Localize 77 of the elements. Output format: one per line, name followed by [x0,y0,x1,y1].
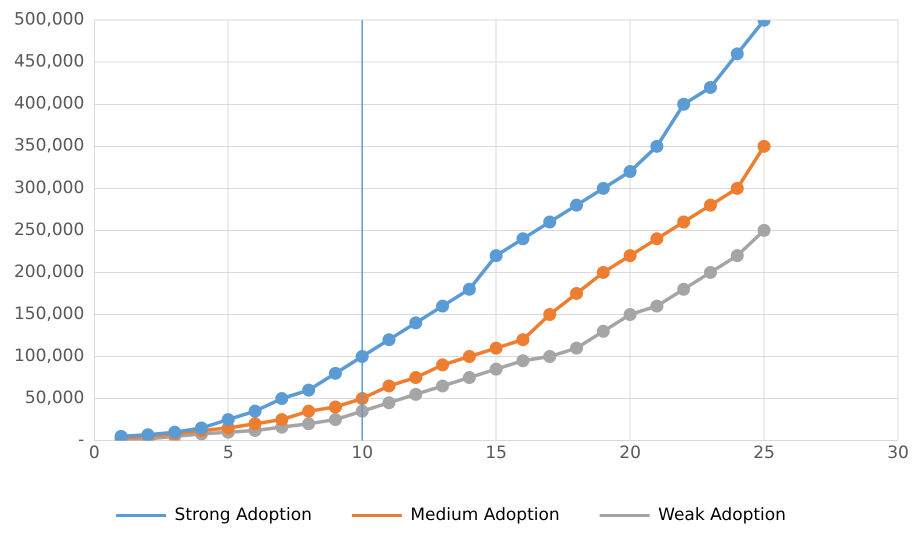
point [490,249,503,262]
point [704,266,717,279]
point [328,400,342,414]
point [543,215,556,228]
point [462,282,476,296]
point [596,266,610,279]
point [677,215,690,228]
point [302,384,316,397]
point [543,350,556,364]
point [570,286,584,300]
y-tick-label: 50,000 [24,388,84,408]
y-tick-label: 250,000 [14,220,84,240]
y-tick-label: - [78,430,84,450]
point [490,342,503,355]
point [302,417,316,430]
point [516,333,530,346]
point [462,371,476,384]
point [462,350,476,364]
point [624,308,637,321]
y-tick-label: 500,000 [14,10,84,30]
point [516,232,530,246]
x-tick-label: 10 [351,443,374,464]
point [704,198,717,212]
point [730,249,744,262]
point [436,379,450,392]
point [570,198,584,212]
point [516,354,530,368]
y-tick-label: 300,000 [14,178,84,198]
point [382,379,396,392]
point [570,342,584,355]
point [302,404,316,418]
point [758,224,771,237]
y-tick-label: 450,000 [14,52,84,72]
point [650,300,664,313]
point [248,404,262,418]
y-tick-label: 150,000 [14,304,84,324]
x-tick-label: 20 [619,443,641,464]
point [704,80,717,94]
point [382,396,396,410]
point [677,282,690,296]
point [436,300,450,313]
point [543,308,556,321]
point [194,421,208,434]
point [409,388,422,401]
point [222,413,235,426]
point [596,324,610,338]
x-tick-label: 0 [88,443,100,464]
point [624,249,637,262]
legend-label: Weak Adoption [658,504,786,525]
x-tick-label: 5 [222,443,234,464]
point [490,362,503,376]
x-tick-label: 30 [887,443,909,464]
point [624,165,637,178]
x-tick-label: 15 [485,443,507,464]
point [328,413,342,426]
point [248,417,262,430]
point [677,98,690,111]
point [328,366,342,380]
point [275,392,288,406]
point [275,413,288,426]
y-tick-label: 400,000 [14,94,84,114]
point [758,140,771,153]
point [730,47,744,60]
point [409,316,422,330]
point [596,182,610,195]
x-tick-label: 25 [753,443,775,464]
legend-label: Medium Adoption [410,504,560,525]
point [650,232,664,246]
point [436,358,450,372]
y-tick-label: 200,000 [14,262,84,282]
point [730,182,744,195]
y-tick-label: 100,000 [14,346,84,366]
point [409,371,422,384]
point [382,333,396,346]
point [650,140,664,153]
y-tick-label: 350,000 [14,136,84,156]
legend-label: Strong Adoption [174,504,312,525]
